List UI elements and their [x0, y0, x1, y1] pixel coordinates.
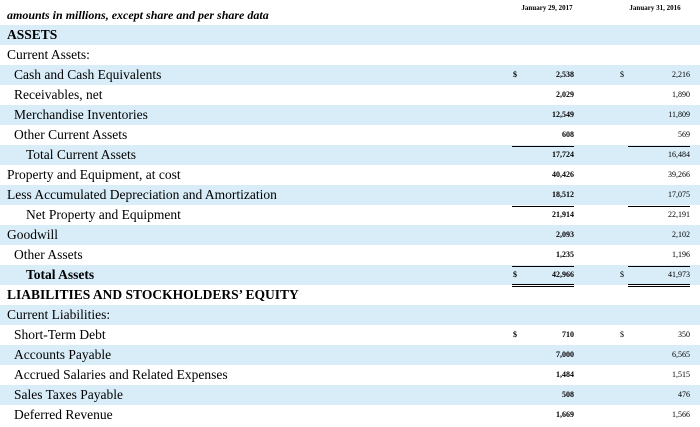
value-2016: 22,191 [668, 210, 690, 219]
table-row: Total Current Assets 17,724 16,484 [0, 145, 700, 165]
table-row: Other Assets 1,235 1,196 [0, 245, 700, 265]
value-2016: 569 [678, 130, 690, 139]
value-2016: 17,075 [668, 190, 690, 199]
table-row: Other Current Assets 608 569 [0, 125, 700, 145]
value-2016: 16,484 [668, 150, 690, 159]
rule [628, 206, 690, 207]
row-label: Cash and Cash Equivalents [14, 67, 162, 82]
value-2017: 7,000 [556, 350, 574, 359]
table-row: Current Assets: [0, 45, 700, 65]
table-row: Short-Term Debt $710 $350 [0, 325, 700, 345]
value-2017: 2,029 [556, 90, 574, 99]
currency-sign: $ [620, 70, 624, 79]
value-2017: 2,093 [556, 230, 574, 239]
table-row: Net Property and Equipment 21,914 22,191 [0, 205, 700, 225]
value-2017: 508 [562, 390, 574, 399]
row-label: Accounts Payable [14, 347, 112, 362]
table-row: Goodwill 2,093 2,102 [0, 225, 700, 245]
value-2016: 350 [678, 330, 690, 339]
row-label: Sales Taxes Payable [14, 387, 124, 402]
value-2016: 2,216 [672, 70, 690, 79]
value-2016: 6,565 [672, 350, 690, 359]
row-label: Net Property and Equipment [26, 207, 181, 222]
value-2017: 18,512 [552, 190, 574, 199]
value-2017: 1,484 [556, 370, 574, 379]
row-label: LIABILITIES AND STOCKHOLDERS’ EQUITY [7, 287, 299, 302]
row-label: Deferred Revenue [14, 407, 113, 422]
value-2017: 40,426 [552, 170, 574, 179]
row-label: Receivables, net [14, 87, 103, 102]
value-2017: 710 [562, 330, 574, 339]
value-2016: 11,809 [668, 110, 690, 119]
value-2016: 39,266 [668, 170, 690, 179]
table-row: Current Liabilities: [0, 305, 700, 325]
value-2017: 1,235 [556, 250, 574, 259]
row-label: Merchandise Inventories [14, 107, 148, 122]
row-label: Other Assets [14, 247, 83, 262]
table-row: LIABILITIES AND STOCKHOLDERS’ EQUITY [0, 285, 700, 305]
table-row: Property and Equipment, at cost 40,426 39,… [0, 165, 700, 185]
table-row: Merchandise Inventories 12,549 11,809 [0, 105, 700, 125]
value-2017: 21,914 [552, 210, 574, 219]
header-title: amounts in millions, except share and pe… [7, 8, 269, 22]
currency-sign: $ [620, 330, 624, 339]
value-2016: 1,196 [672, 250, 690, 259]
row-label: Total Current Assets [26, 147, 137, 162]
value-2017: 12,549 [552, 110, 574, 119]
value-2017: 42,966 [552, 270, 574, 279]
row-label: Other Current Assets [14, 127, 128, 142]
row-label: Less Accumulated Depreciation and Amorti… [7, 187, 277, 202]
table-row: Less Accumulated Depreciation and Amorti… [0, 185, 700, 205]
table-row: Receivables, net 2,029 1,890 [0, 85, 700, 105]
row-label: Accrued Salaries and Related Expenses [14, 367, 228, 382]
rule [512, 266, 574, 267]
value-2016: 1,515 [672, 370, 690, 379]
value-2017: 2,538 [556, 70, 574, 79]
rule [512, 284, 574, 287]
value-2017: 608 [562, 130, 574, 139]
table-row: Sales Taxes Payable 508 476 [0, 385, 700, 405]
currency-sign: $ [513, 330, 517, 339]
currency-sign: $ [620, 270, 624, 279]
value-2017: 1,669 [556, 410, 574, 419]
row-label: Goodwill [7, 227, 59, 242]
value-2016: 476 [678, 390, 690, 399]
table-row: Total Assets $42,966 $41,973 [0, 265, 700, 287]
row-label: Current Liabilities: [7, 307, 111, 322]
table-row: Cash and Cash Equivalents $2,538 $2,216 [0, 65, 700, 85]
rule [628, 146, 690, 147]
row-label: Short-Term Debt [14, 327, 106, 342]
currency-sign: $ [513, 70, 517, 79]
row-label: ASSETS [7, 27, 58, 42]
table-row: ASSETS [0, 25, 700, 45]
row-label: Current Assets: [7, 47, 90, 62]
value-2017: 17,724 [552, 150, 574, 159]
row-label: Total Assets [26, 267, 95, 282]
rule [512, 206, 574, 207]
value-2016: 1,890 [672, 90, 690, 99]
table-row: Accounts Payable 7,000 6,565 [0, 345, 700, 365]
rule [628, 284, 690, 287]
row-label: Property and Equipment, at cost [7, 167, 181, 182]
rule [512, 146, 574, 147]
table-row: Accrued Salaries and Related Expenses 1,4… [0, 365, 700, 385]
table-row: Deferred Revenue 1,669 1,566 [0, 405, 700, 425]
currency-sign: $ [513, 270, 517, 279]
value-2016: 2,102 [672, 230, 690, 239]
value-2016: 1,566 [672, 410, 690, 419]
rule [628, 266, 690, 267]
value-2016: 41,973 [668, 270, 690, 279]
